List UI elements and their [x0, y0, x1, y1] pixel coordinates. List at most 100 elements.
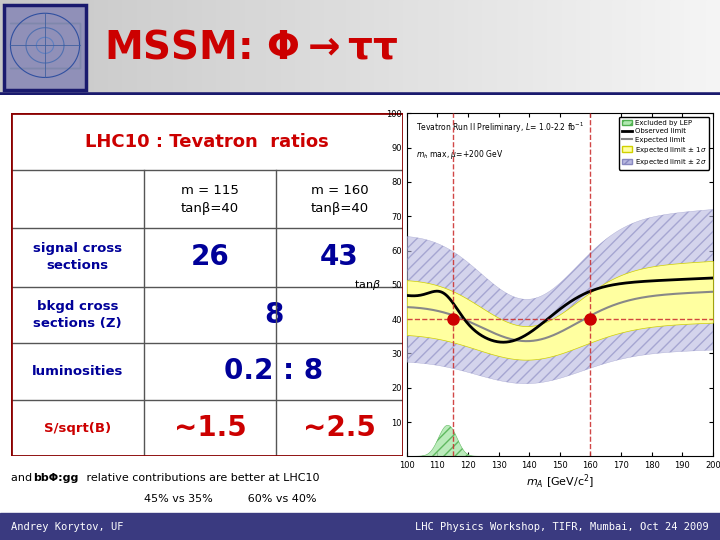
Bar [626, 0, 634, 94]
Bar [317, 0, 324, 94]
Text: ~2.5: ~2.5 [303, 414, 376, 442]
Bar [144, 0, 151, 94]
Bar [194, 0, 202, 94]
Bar [14, 0, 22, 94]
Bar [619, 0, 626, 94]
Bar [670, 0, 677, 94]
Bar [360, 0, 367, 94]
Bar [29, 0, 36, 94]
Bar [475, 0, 482, 94]
Bar [274, 0, 281, 94]
Text: 45% vs 35%          60% vs 40%: 45% vs 35% 60% vs 40% [144, 495, 317, 504]
Bar [115, 0, 122, 94]
Bar [353, 0, 360, 94]
Bar [86, 0, 94, 94]
Bar [216, 0, 223, 94]
Text: m = 160
tanβ=40: m = 160 tanβ=40 [310, 184, 369, 214]
Bar [223, 0, 230, 94]
Bar [65, 0, 72, 94]
Bar [187, 0, 194, 94]
Bar [302, 0, 310, 94]
Bar [706, 0, 713, 94]
Bar [583, 0, 590, 94]
Bar [418, 0, 425, 94]
Text: tan$\beta$: tan$\beta$ [354, 278, 380, 292]
Text: Andrey Korytov, UF: Andrey Korytov, UF [11, 522, 123, 531]
Text: Tevatron Run II Preliminary, $L$= 1.0-2.2 fb$^{-1}$: Tevatron Run II Preliminary, $L$= 1.0-2.… [416, 120, 584, 134]
Text: 8: 8 [264, 301, 284, 329]
Bar [259, 0, 266, 94]
Bar [137, 0, 144, 94]
Bar [209, 0, 216, 94]
Bar [410, 0, 418, 94]
Bar [526, 0, 533, 94]
Bar [266, 0, 274, 94]
Bar [122, 0, 130, 94]
Bar [72, 0, 79, 94]
Text: signal cross
sections: signal cross sections [33, 242, 122, 272]
Bar [677, 0, 684, 94]
Bar [324, 0, 331, 94]
Bar [482, 0, 490, 94]
Bar [79, 0, 86, 94]
Text: relative contributions are better at LHC10: relative contributions are better at LHC… [83, 473, 319, 483]
Text: m = 115
tanβ=40: m = 115 tanβ=40 [181, 184, 239, 214]
Text: 0.2 : 8: 0.2 : 8 [224, 357, 323, 386]
Bar [295, 0, 302, 94]
Bar [0, 0, 7, 94]
Text: 26: 26 [191, 244, 229, 272]
Bar [490, 0, 497, 94]
Bar [590, 0, 598, 94]
Bar [403, 0, 410, 94]
Bar [634, 0, 641, 94]
Bar [454, 0, 461, 94]
Text: $m_h$ max, $\mu$=+200 GeV: $m_h$ max, $\mu$=+200 GeV [416, 147, 503, 161]
Bar [461, 0, 468, 94]
FancyBboxPatch shape [4, 5, 86, 90]
Bar [36, 0, 43, 94]
Text: luminosities: luminosities [32, 365, 123, 378]
Bar [547, 0, 554, 94]
Bar [108, 0, 115, 94]
Text: and: and [11, 473, 35, 483]
Bar [230, 0, 238, 94]
Bar [389, 0, 396, 94]
Bar [0, 513, 720, 540]
Bar [605, 0, 612, 94]
Bar [173, 0, 180, 94]
Bar [238, 0, 245, 94]
Text: bbΦ:gg: bbΦ:gg [33, 473, 78, 483]
Text: MSSM: $\mathbf{\Phi{\rightarrow}\tau\tau}$: MSSM: $\mathbf{\Phi{\rightarrow}\tau\tau… [104, 28, 398, 66]
Bar [562, 0, 569, 94]
Bar [166, 0, 173, 94]
Bar [518, 0, 526, 94]
Bar [598, 0, 605, 94]
Bar [180, 0, 187, 94]
Bar [648, 0, 655, 94]
Bar [346, 0, 353, 94]
Bar [439, 0, 446, 94]
Bar [252, 0, 259, 94]
Bar [425, 0, 432, 94]
Bar [151, 0, 158, 94]
Text: LHC10 : Tevatron  ratios: LHC10 : Tevatron ratios [85, 133, 329, 151]
Bar [698, 0, 706, 94]
Text: bkgd cross
sections (Z): bkgd cross sections (Z) [33, 300, 122, 330]
Bar [158, 0, 166, 94]
Bar [446, 0, 454, 94]
Bar [382, 0, 389, 94]
Bar [612, 0, 619, 94]
Legend: Excluded by LEP, Observed limit, Expected limit, Expected limit $\pm$ 1$\sigma$,: Excluded by LEP, Observed limit, Expecte… [619, 117, 709, 170]
Bar [22, 0, 29, 94]
Bar [533, 0, 540, 94]
Text: 43: 43 [320, 244, 359, 272]
Text: LHC Physics Workshop, TIFR, Mumbai, Oct 24 2009: LHC Physics Workshop, TIFR, Mumbai, Oct … [415, 522, 709, 531]
Bar [331, 0, 338, 94]
Bar [432, 0, 439, 94]
Bar [374, 0, 382, 94]
Bar [202, 0, 209, 94]
Bar [684, 0, 691, 94]
Bar [101, 0, 108, 94]
Bar [554, 0, 562, 94]
Text: S/sqrt(B): S/sqrt(B) [44, 422, 111, 435]
